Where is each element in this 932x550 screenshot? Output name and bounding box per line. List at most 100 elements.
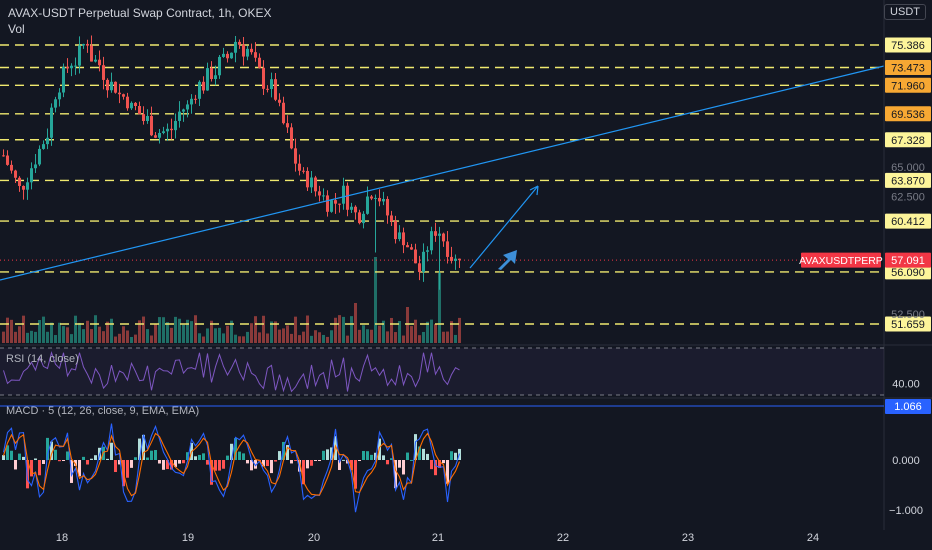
level-price-label: 51.659 — [891, 319, 925, 331]
volume-bar — [430, 319, 433, 343]
candle-body — [98, 59, 101, 66]
volume-bar — [226, 325, 229, 343]
macd-histogram-bar — [38, 460, 41, 476]
macd-histogram-bar — [10, 450, 13, 460]
rsi-title[interactable]: RSI (14, close) — [6, 353, 79, 365]
price-axis-tick: 52.500 — [891, 309, 925, 321]
volume-bar — [330, 330, 333, 343]
macd-histogram-bar — [94, 455, 97, 460]
macd-histogram-bar — [294, 460, 297, 461]
candle-body — [426, 250, 429, 252]
candle-body — [74, 65, 77, 67]
candle-body — [354, 206, 357, 213]
volume-bar — [130, 336, 133, 343]
candle-body — [446, 241, 449, 257]
volume-bar — [418, 335, 421, 343]
volume-bar — [402, 335, 405, 343]
macd-histogram-bar — [230, 443, 233, 460]
volume-bar — [322, 334, 325, 343]
volume-bar — [126, 330, 129, 343]
volume-bar — [10, 319, 13, 343]
candle-body — [298, 163, 301, 171]
level-price-label-bg — [885, 132, 931, 148]
macd-histogram-bar — [214, 460, 217, 471]
chart-title[interactable]: AVAX-USDT Perpetual Swap Contract, 1h, O… — [8, 6, 272, 20]
macd-histogram-bar — [266, 460, 269, 467]
volume-bar — [114, 336, 117, 343]
volume-bar — [158, 317, 161, 343]
candle-body — [178, 111, 181, 121]
macd-histogram-bar — [354, 460, 357, 489]
macd-histogram-bar — [194, 456, 197, 460]
candle-body — [26, 182, 29, 190]
candle-body — [62, 66, 65, 93]
candle-body — [206, 68, 209, 91]
level-price-label-bg — [885, 59, 931, 75]
macd-histogram-bar — [250, 460, 253, 471]
volume-bar — [374, 257, 377, 343]
volume-bar — [86, 320, 89, 343]
volume-bar — [246, 331, 249, 343]
candle-body — [14, 170, 17, 178]
volume-bar — [166, 322, 169, 343]
macd-histogram-bar — [146, 457, 149, 460]
candle-body — [2, 155, 5, 157]
macd-line — [2, 423, 461, 513]
volume-label[interactable]: Vol — [8, 22, 25, 36]
level-price-label: 73.473 — [891, 62, 925, 74]
macd-histogram-bar — [398, 460, 401, 468]
candle-body — [322, 195, 325, 197]
candle-body — [382, 198, 385, 202]
level-price-label: 56.090 — [891, 267, 925, 279]
candle-body — [338, 203, 341, 205]
volume-bar — [290, 333, 293, 343]
volume-bar — [18, 326, 21, 343]
volume-bar — [426, 321, 429, 343]
volume-bar — [142, 316, 145, 343]
volume-bar — [194, 315, 197, 343]
volume-bar — [206, 328, 209, 343]
macd-histogram-bar — [282, 441, 285, 460]
time-axis-tick: 21 — [432, 532, 444, 544]
volume-bar — [98, 326, 101, 343]
current-price-label-bg — [885, 252, 931, 268]
macd-histogram-bar — [30, 460, 33, 477]
volume-bar — [162, 317, 165, 343]
candle-body — [242, 44, 245, 57]
candle-body — [18, 177, 21, 186]
volume-bar — [46, 331, 49, 343]
volume-bar — [454, 334, 457, 343]
currency-button[interactable]: USDT — [884, 4, 926, 20]
candle-body — [54, 99, 57, 108]
macd-histogram-bar — [226, 455, 229, 460]
volume-bar — [286, 325, 289, 343]
volume-bar — [234, 334, 237, 343]
time-axis[interactable]: 18 19 20 21 22 23 24 — [56, 532, 819, 544]
volume-bar — [270, 321, 273, 343]
level-price-label: 71.960 — [891, 80, 925, 92]
macd-histogram-bar — [178, 460, 181, 464]
volume-bar — [66, 327, 69, 343]
macd-histogram-bar — [78, 460, 81, 477]
candle-body — [198, 81, 201, 99]
volume-bar — [442, 331, 445, 343]
macd-histogram-bar — [278, 451, 281, 460]
volume-bar — [370, 329, 373, 343]
candle-body — [166, 128, 169, 132]
macd-histogram-bar — [158, 460, 161, 464]
candle-body — [246, 48, 249, 57]
price-axis: 75.386 73.473 71.960 69.536 67.328 63.870 60.4… — [799, 37, 931, 332]
macd-title[interactable]: MACD · 5 (12, 26, close, 9, EMA, EMA) — [6, 405, 199, 417]
volume-bar — [198, 333, 201, 343]
macd-histogram-bar — [254, 460, 257, 469]
macd-histogram-bar — [238, 451, 241, 460]
macd-histogram-bar — [34, 458, 37, 460]
volume-bar — [90, 329, 93, 343]
candle-body — [366, 196, 369, 214]
macd-histogram-bar — [422, 448, 425, 460]
macd-histogram-bar — [374, 452, 377, 460]
candle-body — [294, 148, 297, 164]
volume-bar — [38, 319, 41, 343]
